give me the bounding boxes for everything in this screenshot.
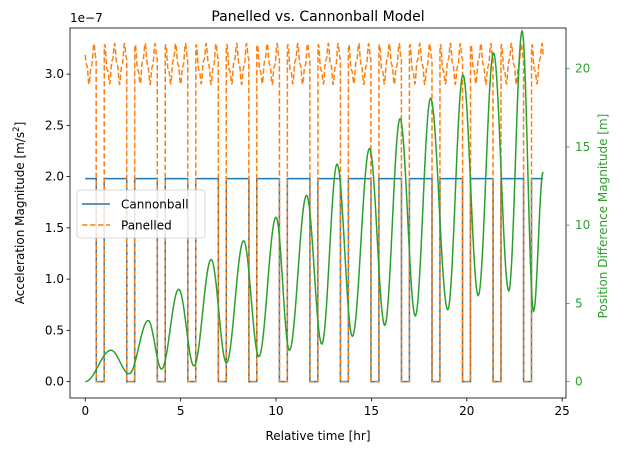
x-axis-label: Relative time [hr] bbox=[265, 429, 370, 443]
y-left-tick-label: 1.0 bbox=[45, 272, 64, 286]
axes-frame bbox=[69, 27, 567, 399]
y-right-tick-label: 10 bbox=[575, 218, 590, 232]
y-axis-left-offset-text: 1e−7 bbox=[70, 11, 103, 25]
y-left-tick-label: 0.5 bbox=[45, 323, 64, 337]
y-axis-right-label: Position Difference Magnitude [m] bbox=[596, 114, 610, 319]
plot-area bbox=[84, 29, 544, 383]
y-left-tick-label: 2.0 bbox=[45, 170, 64, 184]
legend-box bbox=[76, 189, 206, 239]
chart-title: Panelled vs. Cannonball Model bbox=[211, 9, 424, 25]
x-tick-label: 10 bbox=[268, 404, 283, 418]
y-axis-left-label-superscript: 2 bbox=[12, 126, 22, 131]
y-right-tick-label: 5 bbox=[575, 296, 583, 310]
panelled-line bbox=[84, 42, 544, 383]
y-left-tick-label: 1.5 bbox=[45, 221, 64, 235]
y-left-tick-label: 0.0 bbox=[45, 375, 64, 389]
y-axis-left-label: Acceleration Magnitude [m/s2] bbox=[12, 122, 27, 305]
y-right-tick-label: 20 bbox=[575, 62, 590, 76]
position-difference-line bbox=[85, 29, 544, 383]
x-tick-label: 20 bbox=[459, 404, 474, 418]
y-left-tick-label: 2.5 bbox=[45, 118, 64, 132]
x-tick-label: 15 bbox=[364, 404, 379, 418]
legend-label: Panelled bbox=[121, 219, 172, 233]
legend: Cannonball Panelled bbox=[76, 189, 206, 239]
legend-label: Cannonball bbox=[121, 198, 189, 212]
x-tick-label: 25 bbox=[555, 404, 570, 418]
x-tick-label: 0 bbox=[81, 404, 89, 418]
y-left-tick-label: 3.0 bbox=[45, 67, 64, 81]
axes: 0 5 10 15 20 25 0.0 0.5 1.0 1.5 2.0 2.5 3.0 0 5 10 15 20 bbox=[45, 27, 590, 418]
y-right-tick-label: 15 bbox=[575, 140, 590, 154]
y-right-tick-label: 0 bbox=[575, 375, 583, 389]
y-axis-left-label-close: ] bbox=[13, 122, 27, 127]
x-tick-label: 5 bbox=[177, 404, 185, 418]
y-axis-left-label-text: Acceleration Magnitude [m/s bbox=[13, 132, 27, 304]
